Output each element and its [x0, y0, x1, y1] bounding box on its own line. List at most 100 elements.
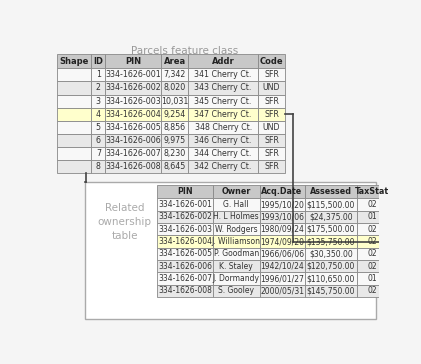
Text: 348 Cherry Ct.: 348 Cherry Ct. [195, 123, 252, 132]
Bar [188, 134, 258, 147]
Text: $24,375.00: $24,375.00 [309, 213, 353, 221]
Bar [188, 160, 258, 173]
Text: 345 Cherry Ct.: 345 Cherry Ct. [195, 96, 252, 106]
Bar [304, 236, 357, 248]
Text: 02: 02 [367, 200, 377, 209]
Bar [304, 211, 357, 223]
Text: UND: UND [263, 83, 280, 92]
Bar [161, 160, 188, 173]
Bar [260, 248, 304, 260]
Text: 334-1626-002: 334-1626-002 [158, 213, 212, 221]
Text: SFR: SFR [264, 110, 279, 119]
Text: 3: 3 [96, 96, 101, 106]
Text: 9,975: 9,975 [164, 136, 186, 145]
Text: 02: 02 [367, 225, 377, 234]
Text: 334-1626-006: 334-1626-006 [105, 136, 161, 145]
Text: Parcels feature class: Parcels feature class [131, 46, 238, 56]
Text: 8,230: 8,230 [164, 149, 186, 158]
Text: Shape: Shape [59, 57, 89, 66]
Bar [258, 160, 285, 173]
Bar [157, 272, 213, 285]
Bar [161, 147, 188, 160]
Text: 7: 7 [96, 149, 101, 158]
Text: 334-1626-005: 334-1626-005 [105, 123, 161, 132]
Text: Acq.Date: Acq.Date [261, 187, 303, 197]
Bar [91, 82, 105, 95]
Text: H. L Holmes: H. L Holmes [213, 213, 259, 221]
Bar [157, 285, 213, 297]
Text: SFR: SFR [264, 136, 279, 145]
Text: $135,750.00: $135,750.00 [306, 237, 355, 246]
Text: 8,020: 8,020 [164, 83, 186, 92]
Bar [56, 108, 91, 121]
Text: 334-1626-003: 334-1626-003 [105, 96, 161, 106]
Bar [91, 160, 105, 173]
Text: 02: 02 [367, 237, 377, 246]
Text: 5: 5 [96, 123, 101, 132]
Text: J. Williamson: J. Williamson [212, 237, 261, 246]
Bar [105, 134, 161, 147]
Bar [213, 185, 260, 198]
Text: 334-1626-007: 334-1626-007 [158, 274, 212, 283]
Bar [91, 95, 105, 108]
Bar [91, 108, 105, 121]
Text: 341 Cherry Ct.: 341 Cherry Ct. [195, 70, 252, 79]
Bar [213, 285, 260, 297]
Bar [85, 182, 376, 318]
Bar [56, 121, 91, 134]
Text: 334-1626-004: 334-1626-004 [105, 110, 161, 119]
Bar [260, 272, 304, 285]
Bar [157, 198, 213, 211]
Text: 02: 02 [367, 249, 377, 258]
Text: 334-1626-007: 334-1626-007 [105, 149, 161, 158]
Text: 344 Cherry Ct.: 344 Cherry Ct. [195, 149, 252, 158]
Text: Owner: Owner [221, 187, 251, 197]
Text: 1993/10/06: 1993/10/06 [260, 213, 304, 221]
Bar [213, 223, 260, 236]
Bar [304, 198, 357, 211]
Text: 2000/05/31: 2000/05/31 [260, 286, 304, 295]
Text: 347 Cherry Ct.: 347 Cherry Ct. [195, 110, 252, 119]
Bar [157, 211, 213, 223]
Bar [161, 121, 188, 134]
Bar [105, 108, 161, 121]
Bar [188, 55, 258, 68]
Text: 346 Cherry Ct.: 346 Cherry Ct. [195, 136, 252, 145]
Bar [213, 272, 260, 285]
Bar [105, 160, 161, 173]
Bar [260, 211, 304, 223]
Bar [258, 147, 285, 160]
Text: 1995/10/20: 1995/10/20 [260, 200, 304, 209]
Text: 342 Cherry Ct.: 342 Cherry Ct. [195, 162, 252, 171]
Text: SFR: SFR [264, 162, 279, 171]
Text: 02: 02 [367, 262, 377, 271]
Bar [258, 68, 285, 82]
Bar [304, 272, 357, 285]
Bar [357, 211, 386, 223]
Text: PIN: PIN [125, 57, 141, 66]
Bar [304, 260, 357, 272]
Text: 334-1626-002: 334-1626-002 [105, 83, 161, 92]
Bar [91, 55, 105, 68]
Bar [260, 260, 304, 272]
Text: TaxStat: TaxStat [355, 187, 389, 197]
Text: SFR: SFR [264, 70, 279, 79]
Text: $145,750.00: $145,750.00 [306, 286, 355, 295]
Bar [91, 121, 105, 134]
Bar [357, 272, 386, 285]
Text: SFR: SFR [264, 149, 279, 158]
Bar [157, 260, 213, 272]
Bar [213, 260, 260, 272]
Bar [258, 108, 285, 121]
Text: 334-1626-003: 334-1626-003 [158, 225, 212, 234]
Text: $30,350.00: $30,350.00 [309, 249, 353, 258]
Bar [260, 285, 304, 297]
Bar [213, 211, 260, 223]
Text: 8,645: 8,645 [164, 162, 186, 171]
Text: $115,500.00: $115,500.00 [306, 200, 355, 209]
Bar [161, 134, 188, 147]
Text: $110,650.00: $110,650.00 [306, 274, 355, 283]
Bar [188, 108, 258, 121]
Bar [56, 95, 91, 108]
Text: 01: 01 [367, 213, 377, 221]
